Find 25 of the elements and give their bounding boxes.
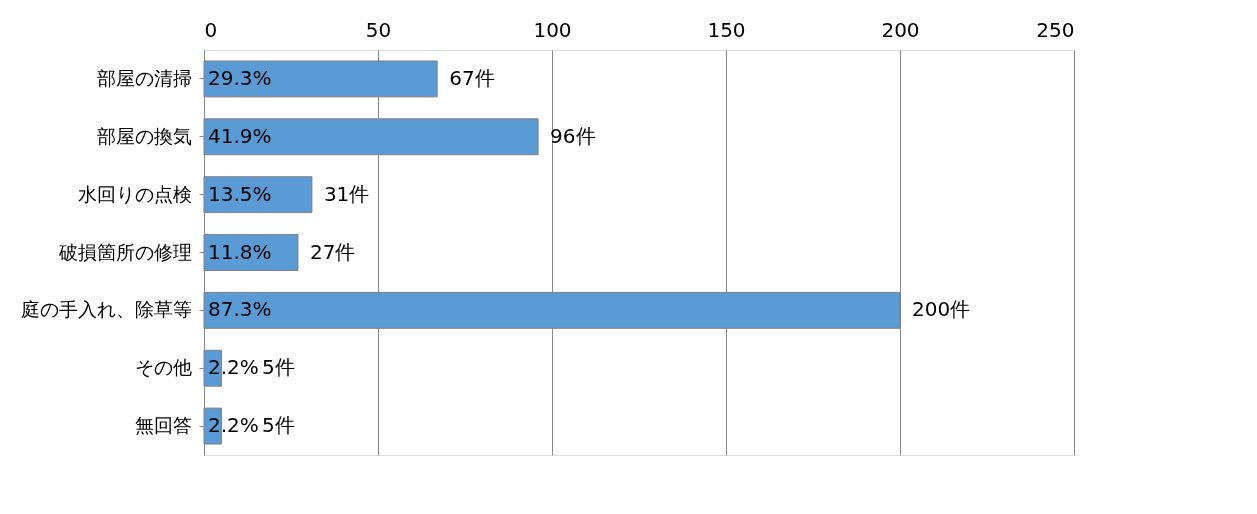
data-label: 200件 — [912, 297, 971, 322]
y-tick-label: 水回りの点検 — [77, 182, 192, 205]
annotation: 41.9% — [208, 123, 272, 148]
y-tick-label: 部屋の清掃 — [96, 66, 192, 89]
data-label: 27件 — [309, 239, 356, 264]
y-tick-label: その他 — [134, 356, 192, 379]
data-label: 31件 — [323, 181, 370, 206]
x-tick-label: 0 — [204, 17, 218, 42]
data-label: 5件 — [262, 413, 295, 438]
x-tick-label: 50 — [365, 17, 392, 42]
y-tick-label: 破損箇所の修理 — [57, 240, 192, 263]
x-tick-label: 250 — [1036, 17, 1075, 42]
annotation: 13.5% — [208, 181, 272, 206]
annotation: 11.8% — [208, 239, 272, 264]
x-tick-label: 200 — [881, 17, 920, 42]
annotation: 87.3% — [208, 297, 272, 322]
x-tick-label: 150 — [707, 17, 746, 42]
data-label: 67件 — [449, 65, 495, 90]
y-tick-label: 部屋の換気 — [96, 124, 192, 147]
x-tick-label: 100 — [533, 17, 572, 42]
y-tick-label: 庭の手入れ、除草等 — [20, 298, 192, 321]
y-tick-label: 無回答 — [134, 414, 192, 437]
data-label: 5件 — [262, 355, 295, 380]
data-label: 96件 — [550, 123, 596, 148]
annotation: 29.3% — [208, 65, 272, 90]
